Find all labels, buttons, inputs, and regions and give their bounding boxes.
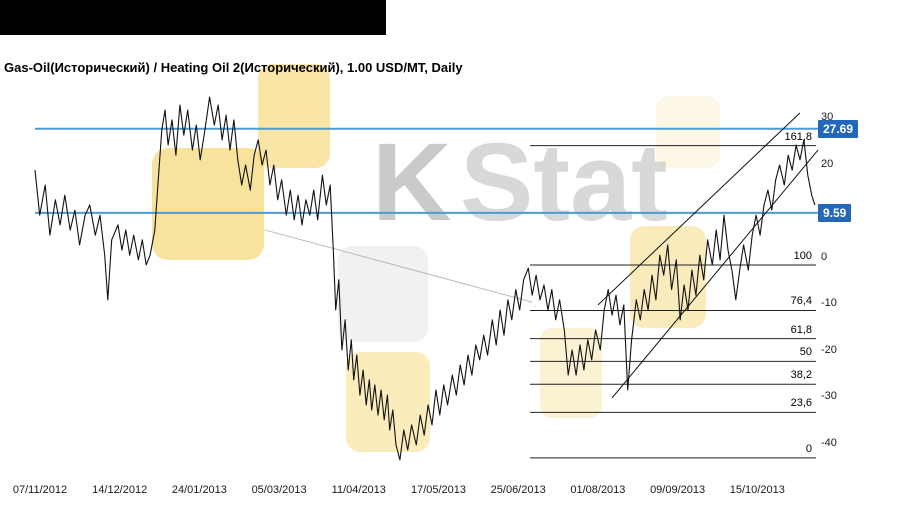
watermark-tile — [258, 64, 330, 168]
fib-label: 76,4 — [790, 295, 812, 308]
fib-label: 61,8 — [790, 323, 812, 336]
y-tick-label: -40 — [821, 436, 837, 449]
x-tick-label: 09/09/2013 — [650, 484, 706, 496]
x-tick-label: 11/04/2013 — [331, 484, 386, 496]
price-badge[interactable]: 27.69 — [818, 119, 859, 138]
y-tick-label: -20 — [821, 343, 837, 356]
x-tick-label: 07/11/2012 — [12, 484, 68, 496]
price-badge[interactable]: 9.59 — [818, 203, 852, 222]
x-tick-label: 14/12/2012 — [92, 484, 148, 496]
fib-label: 100 — [793, 249, 812, 262]
x-tick-label: 15/10/2013 — [729, 484, 785, 496]
y-tick-label: 0 — [821, 250, 828, 263]
fib-label: 38,2 — [790, 369, 812, 382]
watermark-tile — [540, 328, 602, 418]
x-tick-label: 01/08/2013 — [570, 484, 626, 496]
fib-label: 0 — [805, 442, 812, 455]
x-tick-label: 17/05/2013 — [410, 484, 467, 496]
window-titlebar — [0, 0, 386, 35]
watermark-letter: K — [372, 121, 452, 244]
guide-trendline[interactable] — [265, 229, 533, 303]
channel-trendline[interactable] — [611, 149, 819, 399]
channel-trendline[interactable] — [597, 112, 801, 306]
x-tick-label: 25/06/2013 — [490, 484, 546, 496]
y-tick-label: -30 — [821, 390, 837, 402]
x-tick-label: 24/01/2013 — [171, 484, 227, 496]
chart-title: Gas-Oil(Исторический) / Heating Oil 2(Ис… — [4, 60, 463, 75]
price-line — [34, 96, 816, 461]
fib-label: 161,8 — [784, 130, 812, 143]
x-tick-label: 05/03/2013 — [251, 484, 307, 496]
fib-label: 50 — [799, 346, 812, 359]
watermark-tile — [656, 96, 720, 168]
fib-label: 23,6 — [790, 397, 812, 410]
y-tick-label: -10 — [821, 297, 837, 309]
y-tick-label: 20 — [821, 157, 834, 170]
